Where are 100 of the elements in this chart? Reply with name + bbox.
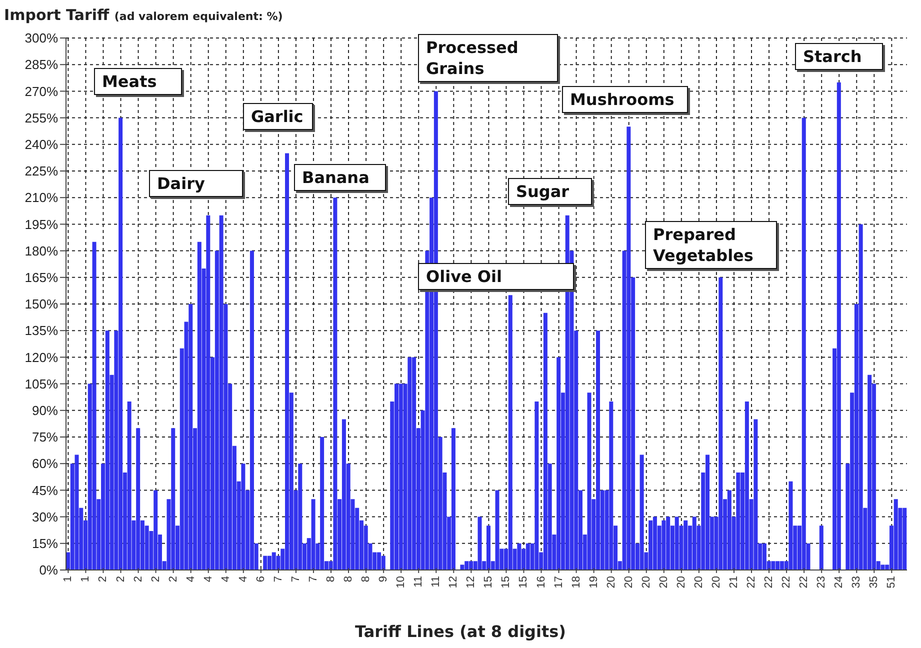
x-tick-label: 16 bbox=[535, 576, 548, 588]
bar bbox=[188, 304, 193, 570]
x-tick-label: 23 bbox=[816, 576, 828, 588]
bar bbox=[333, 198, 338, 570]
x-tick-label: 22 bbox=[746, 576, 758, 588]
x-tick-label: 22 bbox=[780, 576, 793, 588]
x-axis-title: Tariff Lines (at 8 digits) bbox=[354, 622, 567, 641]
note-box: Olive Oil bbox=[418, 263, 574, 290]
x-tick-label: 11 bbox=[412, 576, 425, 588]
y-tick-label: 75% bbox=[32, 430, 58, 445]
x-tick-label: 2 bbox=[167, 576, 180, 582]
x-tick-label: 22 bbox=[763, 576, 776, 588]
bar bbox=[241, 464, 246, 570]
bar bbox=[609, 402, 614, 570]
bar bbox=[788, 481, 793, 570]
bar bbox=[381, 556, 386, 570]
y-tick-label: 150% bbox=[24, 296, 58, 312]
x-tick-label: 20 bbox=[710, 576, 722, 588]
x-tick-label: 20 bbox=[640, 576, 652, 588]
bar bbox=[408, 357, 412, 570]
bar bbox=[534, 402, 539, 570]
x-tick-label: 8 bbox=[325, 576, 338, 582]
x-tick-label: 11 bbox=[430, 576, 442, 588]
x-tick-label: 20 bbox=[675, 576, 688, 588]
x-tick-label: 24 bbox=[833, 576, 846, 588]
y-tick-label: 135% bbox=[24, 323, 58, 338]
x-tick-label: 4 bbox=[237, 576, 250, 582]
y-tick-label: 45% bbox=[32, 482, 58, 498]
x-tick-label: 33 bbox=[850, 576, 863, 588]
y-tick-label: 0% bbox=[39, 562, 58, 578]
y-tick-label: 30% bbox=[32, 509, 58, 524]
x-tick-label: 7 bbox=[272, 576, 284, 582]
bar bbox=[517, 543, 522, 570]
x-tick-label: 17 bbox=[552, 576, 565, 588]
y-tick-label: 165% bbox=[24, 270, 58, 286]
x-tick-label: 20 bbox=[622, 576, 635, 588]
x-tick-label: 20 bbox=[692, 576, 705, 588]
bar bbox=[736, 472, 740, 570]
note-box: Mushrooms bbox=[562, 86, 688, 113]
chart-title: Import Tariff bbox=[4, 6, 110, 24]
bar bbox=[206, 215, 210, 570]
y-tick-label: 60% bbox=[32, 456, 58, 472]
bar bbox=[263, 556, 268, 570]
bar bbox=[478, 516, 482, 570]
x-tick-label: 15 bbox=[518, 576, 530, 588]
x-tick-label: 51 bbox=[886, 576, 898, 588]
y-tick-label: 90% bbox=[32, 403, 58, 418]
bar bbox=[858, 224, 863, 570]
bar bbox=[127, 402, 132, 570]
y-tick-label: 105% bbox=[24, 376, 58, 392]
y-tick-label: 300% bbox=[24, 30, 58, 46]
x-tick-label: 4 bbox=[184, 576, 197, 582]
note-box: Prepared Vegetables bbox=[645, 221, 777, 269]
note-box: Dairy bbox=[149, 170, 243, 197]
bar bbox=[836, 82, 841, 570]
x-tick-label: 4 bbox=[220, 576, 232, 582]
bar bbox=[662, 520, 666, 570]
bar bbox=[451, 428, 456, 570]
x-tick-label: 20 bbox=[605, 576, 618, 588]
y-tick-label: 15% bbox=[32, 536, 58, 552]
bar bbox=[460, 564, 464, 570]
bar bbox=[674, 516, 679, 570]
y-tick-label: 210% bbox=[24, 190, 58, 206]
x-tick-label: 2 bbox=[132, 576, 144, 582]
x-tick-label: 2 bbox=[97, 576, 110, 582]
x-tick-label: 1 bbox=[62, 576, 74, 582]
y-tick-label: 225% bbox=[24, 164, 58, 179]
bar bbox=[626, 126, 631, 570]
x-tick-label: 19 bbox=[588, 576, 600, 588]
bar bbox=[819, 526, 824, 570]
x-tick-label: 21 bbox=[728, 576, 740, 588]
y-tick-label: 180% bbox=[24, 243, 58, 258]
y-tick-label: 240% bbox=[24, 137, 58, 152]
x-tick-label: 7 bbox=[290, 576, 302, 582]
x-tick-label: 7 bbox=[307, 576, 320, 582]
bar bbox=[74, 454, 79, 570]
note-box: Starch bbox=[795, 43, 883, 70]
y-tick-label: 270% bbox=[24, 84, 58, 99]
bar bbox=[565, 215, 570, 570]
x-tick-label: 9 bbox=[378, 576, 390, 582]
bar bbox=[771, 561, 776, 570]
x-tick-label: 18 bbox=[570, 576, 582, 588]
x-tick-label: 8 bbox=[360, 576, 372, 582]
note-box: Banana bbox=[294, 164, 386, 191]
bar bbox=[219, 215, 224, 570]
chart-subtitle: (ad valorem equivalent: %) bbox=[114, 10, 283, 23]
note-box: Garlic bbox=[243, 103, 313, 130]
x-tick-label: 10 bbox=[395, 576, 408, 588]
x-tick-label: 6 bbox=[254, 576, 267, 582]
x-tick-label: 15 bbox=[482, 576, 495, 588]
note-box: Meats bbox=[94, 68, 182, 95]
x-tick-label: 2 bbox=[150, 576, 162, 582]
x-tick-label: 8 bbox=[342, 576, 355, 582]
y-tick-label: 255% bbox=[24, 110, 58, 126]
bar bbox=[640, 454, 644, 570]
bar bbox=[587, 392, 592, 570]
x-tick-label: 12 bbox=[465, 576, 478, 588]
bar bbox=[894, 499, 898, 570]
bar bbox=[495, 490, 500, 570]
bar bbox=[298, 464, 302, 570]
